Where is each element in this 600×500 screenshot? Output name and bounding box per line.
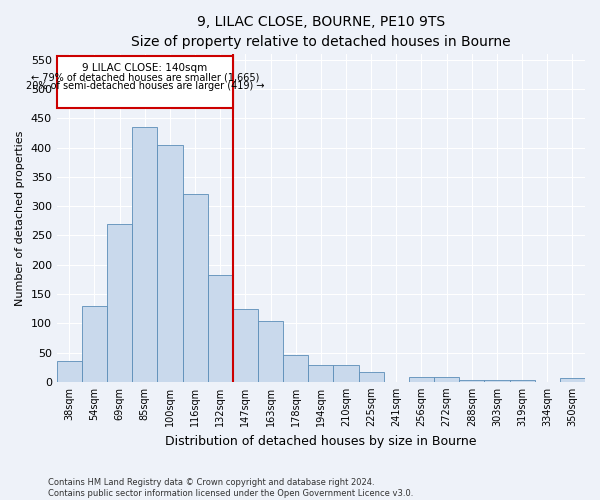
Text: 20% of semi-detached houses are larger (419) →: 20% of semi-detached houses are larger (… bbox=[26, 82, 264, 92]
Text: Contains HM Land Registry data © Crown copyright and database right 2024.
Contai: Contains HM Land Registry data © Crown c… bbox=[48, 478, 413, 498]
Bar bbox=[308, 366, 334, 382]
Bar bbox=[57, 362, 82, 382]
Bar bbox=[359, 372, 384, 382]
Bar bbox=[233, 308, 258, 382]
Bar bbox=[107, 224, 132, 382]
Text: ← 79% of detached houses are smaller (1,665): ← 79% of detached houses are smaller (1,… bbox=[31, 72, 259, 83]
Bar bbox=[258, 322, 283, 382]
Title: 9, LILAC CLOSE, BOURNE, PE10 9TS
Size of property relative to detached houses in: 9, LILAC CLOSE, BOURNE, PE10 9TS Size of… bbox=[131, 15, 511, 48]
Bar bbox=[82, 306, 107, 382]
Bar bbox=[560, 378, 585, 382]
X-axis label: Distribution of detached houses by size in Bourne: Distribution of detached houses by size … bbox=[165, 434, 476, 448]
Bar bbox=[459, 380, 484, 382]
Bar bbox=[434, 377, 459, 382]
Bar bbox=[182, 194, 208, 382]
Bar bbox=[132, 127, 157, 382]
Bar bbox=[283, 356, 308, 382]
Bar bbox=[334, 366, 359, 382]
Bar bbox=[509, 380, 535, 382]
Bar bbox=[484, 380, 509, 382]
Bar bbox=[208, 274, 233, 382]
FancyBboxPatch shape bbox=[57, 56, 233, 108]
Y-axis label: Number of detached properties: Number of detached properties bbox=[15, 130, 25, 306]
Bar bbox=[157, 144, 182, 382]
Bar bbox=[409, 377, 434, 382]
Text: 9 LILAC CLOSE: 140sqm: 9 LILAC CLOSE: 140sqm bbox=[82, 63, 208, 73]
